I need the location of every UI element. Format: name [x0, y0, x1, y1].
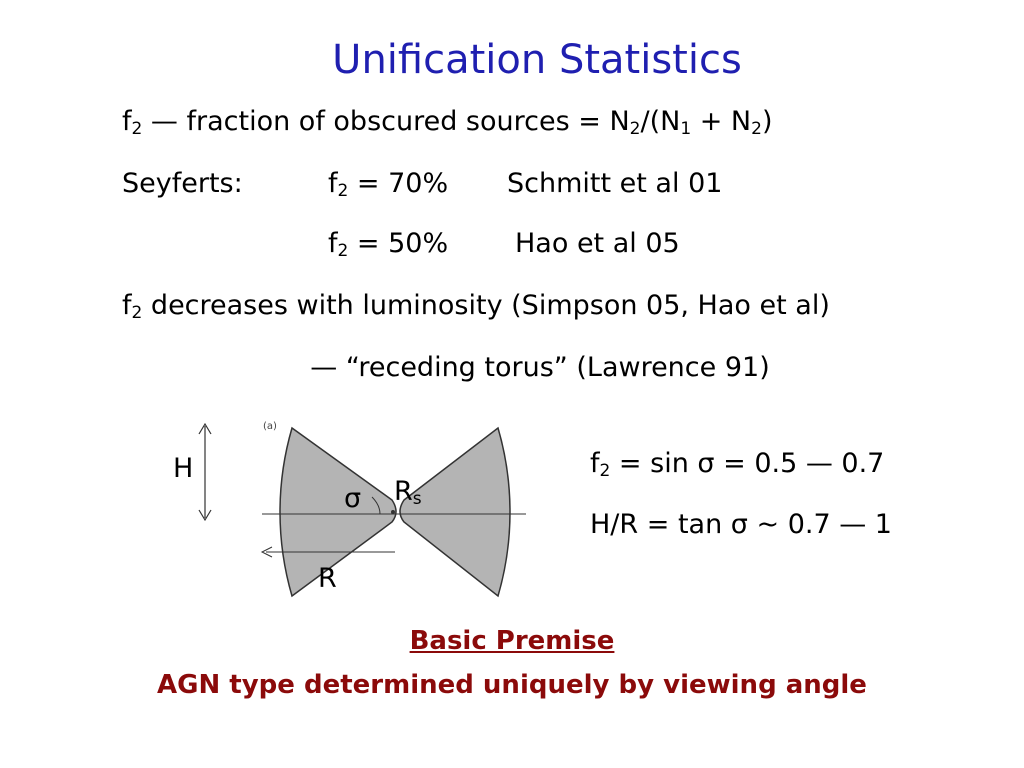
seyferts-label: Seyferts: — [122, 168, 243, 199]
subscript: 2 — [131, 119, 143, 139]
left-wedge — [279, 426, 397, 598]
subscript: s — [412, 489, 422, 509]
text: — fraction of obscured sources = N — [142, 106, 630, 137]
text: /(N — [640, 106, 681, 137]
arrowhead — [260, 546, 273, 558]
text: σ — [730, 509, 748, 540]
subscript: 2 — [751, 119, 762, 139]
reference: Schmitt et al 01 — [507, 168, 723, 199]
right-wedge — [399, 426, 511, 598]
premise-statement: AGN type determined uniquely by viewing … — [157, 670, 867, 700]
reference: Hao et al 05 — [515, 228, 680, 259]
text: f — [590, 448, 600, 479]
text: f — [328, 228, 338, 259]
text: + N — [691, 106, 752, 137]
height-label: H — [173, 453, 194, 484]
angle-arc — [371, 496, 381, 515]
subscript: 2 — [337, 181, 349, 201]
premise-heading: Basic Premise — [409, 626, 615, 656]
subscript: 2 — [599, 461, 611, 481]
text: ) — [761, 106, 773, 137]
text: f — [122, 290, 132, 321]
centre — [391, 510, 395, 514]
text: R — [394, 476, 413, 507]
arrowheads — [198, 422, 212, 522]
subscript: 2 — [131, 303, 143, 323]
text: ~ 0.7 — 1 — [747, 509, 892, 540]
inner-radius-label: Rs — [394, 478, 422, 508]
text: = sin — [610, 448, 698, 479]
angle-label: σ — [344, 483, 362, 514]
relation: H/R = tan σ ~ 0.7 — 1 — [590, 511, 892, 538]
radius-label: R — [318, 563, 337, 594]
measurement: f2 = 70% — [328, 170, 448, 200]
text: f — [328, 168, 338, 199]
receding-line: — “receding torus” (Lawrence 91) — [310, 352, 770, 383]
text: H/R = tan — [590, 509, 731, 540]
slide-title: Unification Statistics — [332, 37, 742, 83]
subscript: 2 — [337, 241, 349, 261]
subscript: 1 — [680, 119, 692, 139]
text: σ — [697, 448, 715, 479]
text: f — [122, 106, 132, 137]
definition-line: f2 — fraction of obscured sources = N2/(… — [122, 108, 773, 138]
panel-label: (a) — [263, 421, 277, 432]
text: = 70% — [348, 168, 449, 199]
luminosity-line: f2 decreases with luminosity (Simpson 05… — [122, 292, 830, 322]
relation: f2 = sin σ = 0.5 — 0.7 — [590, 450, 884, 480]
text: = 50% — [348, 228, 449, 259]
subscript: 2 — [629, 119, 641, 139]
text: decreases with luminosity (Simpson 05, H… — [142, 290, 830, 321]
measurement: f2 = 50% — [328, 230, 448, 260]
text: = 0.5 — 0.7 — [714, 448, 885, 479]
